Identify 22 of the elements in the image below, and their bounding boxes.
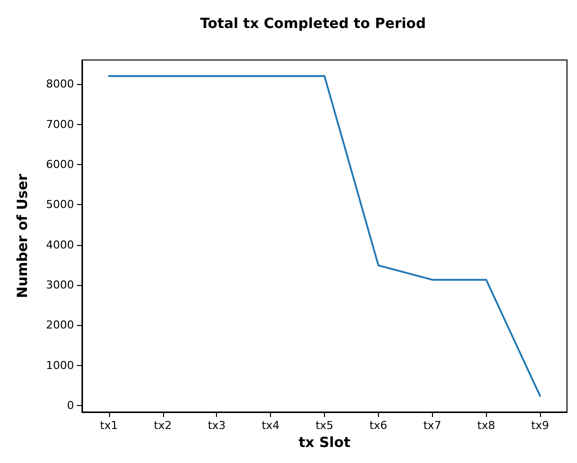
y-tick-label: 6000 bbox=[46, 158, 74, 171]
x-axis-title: tx Slot bbox=[298, 435, 351, 451]
x-tick-label: tx3 bbox=[208, 419, 226, 432]
x-tick-label: tx7 bbox=[423, 419, 442, 432]
y-tick-label: 2000 bbox=[46, 318, 74, 332]
line-series bbox=[108, 75, 541, 397]
x-tick-label: tx2 bbox=[154, 419, 172, 432]
y-tick-label: 1000 bbox=[46, 358, 74, 372]
x-tick-label: tx4 bbox=[262, 419, 280, 432]
x-tick-label: tx9 bbox=[531, 419, 549, 432]
chart-title: Total tx Completed to Period bbox=[200, 16, 426, 32]
x-tick-label: tx1 bbox=[100, 419, 118, 432]
y-tick-label: 0 bbox=[67, 399, 74, 412]
y-tick-label: 7000 bbox=[46, 118, 74, 131]
y-axis-title: Number of User bbox=[15, 174, 31, 298]
y-tick-label: 4000 bbox=[46, 238, 74, 252]
x-tick-label: tx6 bbox=[369, 419, 388, 432]
y-tick-label: 5000 bbox=[46, 198, 74, 212]
y-tick-label: 8000 bbox=[46, 78, 74, 91]
x-tick-label: tx8 bbox=[477, 419, 496, 432]
y-tick-label: 3000 bbox=[46, 278, 74, 292]
x-tick-label: tx5 bbox=[316, 419, 334, 432]
